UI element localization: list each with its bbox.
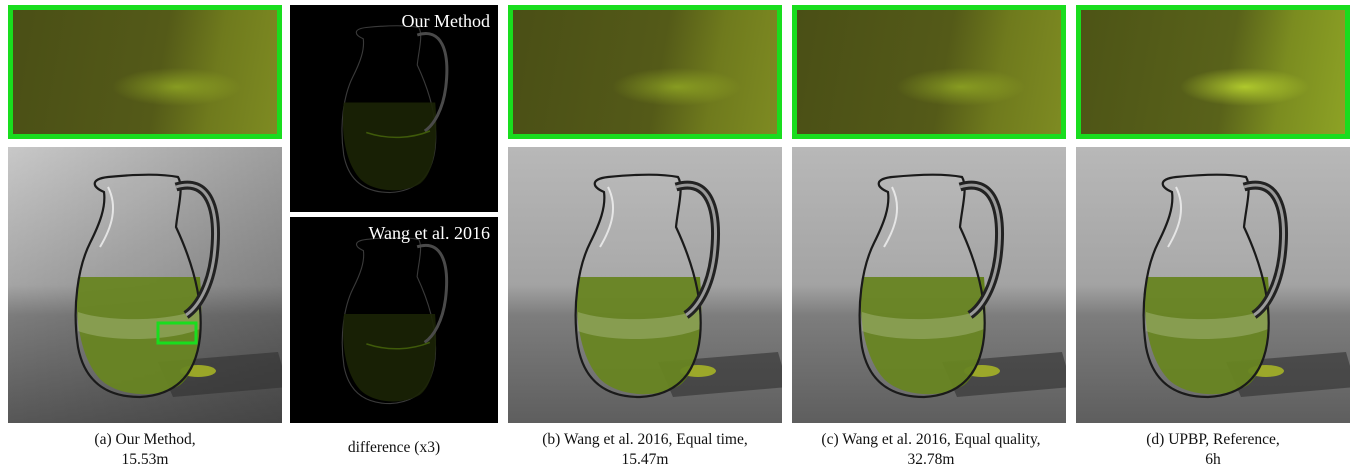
caption-c: (c) Wang et al. 2016, Equal quality, 32.…	[786, 430, 1076, 470]
render-wang-equal-time	[508, 147, 782, 423]
caption-difference: difference (x3)	[290, 438, 498, 458]
caption-a: (a) Our Method, 15.53m	[8, 430, 282, 470]
caption-a-line2: 15.53m	[121, 451, 169, 468]
render-upbp-reference	[1076, 147, 1350, 423]
crop-inset-a	[8, 5, 282, 139]
caption-b-line2: 15.47m	[621, 451, 669, 468]
caption-c-line2: 32.78m	[907, 451, 955, 468]
crop-inset-c	[792, 5, 1066, 139]
caption-b: (b) Wang et al. 2016, Equal time, 15.47m	[500, 430, 790, 470]
caption-difference-line1: difference (x3)	[347, 439, 441, 456]
difference-our-method: Our Method	[290, 5, 498, 212]
difference-label-bottom: Wang et al. 2016	[368, 223, 490, 243]
crop-inset-d	[1076, 5, 1350, 139]
difference-wang: Wang et al. 2016	[290, 217, 498, 423]
caption-a-line1: (a) Our Method,	[94, 431, 196, 448]
difference-label-top: Our Method	[401, 11, 491, 31]
caption-d-line1: (d) UPBP, Reference,	[1146, 431, 1280, 448]
crop-marker	[156, 321, 198, 345]
caption-c-line1: (c) Wang et al. 2016, Equal quality,	[821, 431, 1041, 448]
render-our-method	[8, 147, 282, 423]
caption-d-line2: 6h	[1205, 451, 1221, 468]
render-wang-equal-quality	[792, 147, 1066, 423]
crop-inset-b	[508, 5, 782, 139]
caption-b-line1: (b) Wang et al. 2016, Equal time,	[542, 431, 748, 448]
caption-d: (d) UPBP, Reference, 6h	[1076, 430, 1350, 470]
